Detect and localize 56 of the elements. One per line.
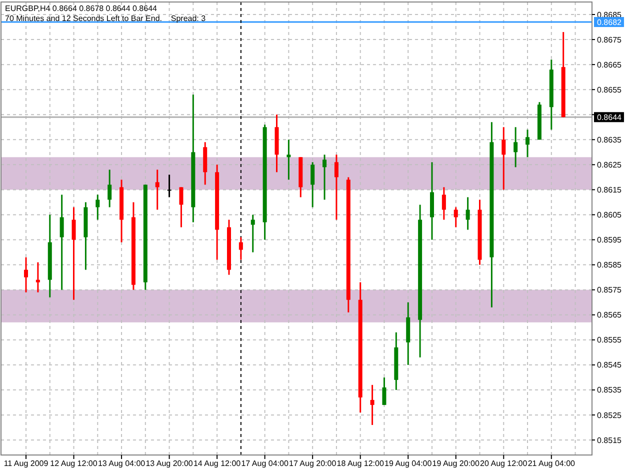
x-tick-label: 14 Aug 12:00 — [193, 459, 242, 468]
candlestick — [108, 168, 112, 208]
y-tick-label: 0.8625 — [597, 160, 622, 170]
chart-title: EURGBP,H4 0.8664 0.8678 0.8644 0.8644 — [5, 4, 158, 13]
candlestick — [96, 194, 100, 220]
candlestick — [167, 174, 172, 198]
candlestick — [310, 161, 315, 208]
y-tick-label: 0.8535 — [597, 386, 622, 395]
y-tick-label: 0.8555 — [597, 336, 622, 345]
candlestick — [526, 128, 530, 158]
candlestick — [179, 186, 184, 228]
x-tick-label: 21 Aug 04:00 — [528, 459, 576, 468]
candlestick — [442, 186, 446, 220]
y-tick-label: 0.8655 — [597, 85, 622, 94]
x-tick-label: 13 Aug 04:00 — [98, 459, 146, 468]
y-tick-label: 0.8595 — [597, 236, 622, 245]
y-tick-label: 0.8675 — [597, 35, 622, 44]
y-tick-label: 0.8685 — [597, 10, 622, 20]
candlestick — [322, 154, 327, 200]
y-tick-label: 0.8515 — [597, 436, 622, 445]
candlestick — [466, 196, 470, 230]
candlestick — [334, 154, 338, 220]
candlestick — [370, 384, 374, 426]
x-tick-label: 12 Aug 12:00 — [50, 459, 98, 468]
candlestick — [60, 194, 64, 291]
x-tick-label: 17 Aug 04:00 — [241, 459, 289, 468]
y-tick-label: 0.8575 — [597, 286, 622, 295]
x-tick-label: 18 Aug 12:00 — [336, 459, 384, 468]
candlestick — [250, 214, 255, 254]
x-tick-label: 17 Aug 20:00 — [289, 459, 337, 468]
y-tick-label: 0.8525 — [597, 410, 622, 420]
candlestick — [238, 236, 243, 261]
y-tick-label: 0.8585 — [597, 260, 622, 270]
ref-line-label: 0.8644 — [597, 112, 622, 122]
candlestick — [502, 126, 506, 190]
y-tick-label: 0.8605 — [597, 210, 622, 220]
candlestick — [454, 206, 458, 228]
candlestick — [72, 206, 76, 301]
y-tick-label: 0.8665 — [597, 60, 622, 70]
x-tick-label: 11 Aug 2009 — [4, 459, 49, 468]
y-tick-label: 0.8615 — [597, 186, 622, 195]
x-tick-label: 19 Aug 04:00 — [384, 459, 432, 468]
candlestick — [155, 168, 160, 210]
text: 70 Minutes and 12 Seconds Left to Bar End. Spread: 3 — [5, 14, 206, 23]
y-tick-label: 0.8635 — [597, 135, 622, 144]
candlestick — [514, 126, 518, 168]
candlestick — [24, 256, 28, 294]
candlestick — [36, 262, 40, 294]
y-tick-label: 0.8545 — [597, 360, 622, 370]
candlestick — [382, 376, 386, 406]
x-tick-label: 13 Aug 20:00 — [146, 459, 194, 468]
candlestick — [286, 138, 291, 180]
ref-line-label: 0.8682 — [597, 18, 622, 27]
x-tick-label: 19 Aug 20:00 — [432, 459, 480, 468]
y-tick-label: 0.8565 — [597, 310, 622, 320]
x-tick-label: 20 Aug 12:00 — [480, 459, 528, 468]
